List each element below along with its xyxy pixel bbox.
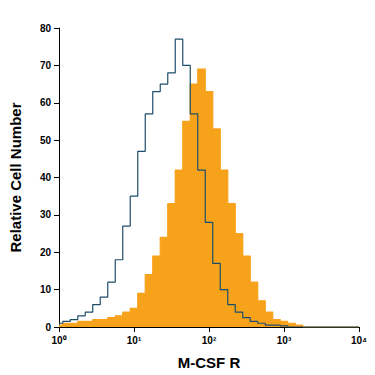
svg-text:10²: 10² <box>202 335 217 346</box>
svg-text:10: 10 <box>40 284 52 295</box>
svg-text:10⁴: 10⁴ <box>351 335 367 346</box>
svg-text:0: 0 <box>45 322 51 333</box>
svg-text:30: 30 <box>40 209 52 220</box>
svg-text:10¹: 10¹ <box>127 335 142 346</box>
svg-text:70: 70 <box>40 60 52 71</box>
svg-text:Relative Cell Number: Relative Cell Number <box>7 102 24 252</box>
svg-text:60: 60 <box>40 97 52 108</box>
svg-text:40: 40 <box>40 172 52 183</box>
svg-text:80: 80 <box>40 23 52 34</box>
svg-text:50: 50 <box>40 135 52 146</box>
svg-text:M-CSF R: M-CSF R <box>178 354 241 371</box>
svg-text:10⁰: 10⁰ <box>51 335 66 346</box>
svg-text:10³: 10³ <box>277 335 292 346</box>
svg-text:20: 20 <box>40 247 52 258</box>
